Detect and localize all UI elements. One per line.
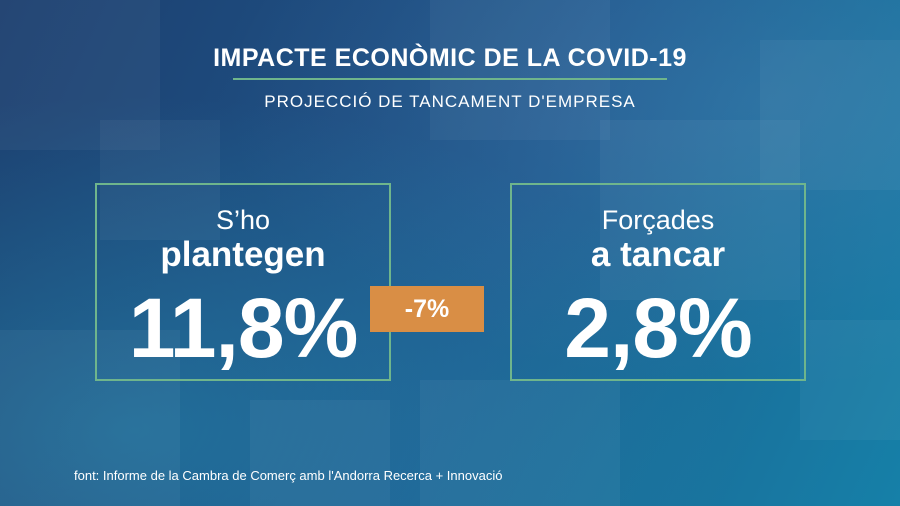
decorative-square	[760, 40, 900, 190]
stat-card-label-line2: plantegen	[160, 235, 326, 274]
stat-card-considering: S’ho plantegen 11,8%	[95, 183, 391, 381]
stat-card-label-line1: S’ho	[215, 205, 271, 235]
decorative-square	[420, 380, 620, 506]
page-title: IMPACTE ECONÒMIC DE LA COVID-19	[213, 44, 687, 72]
decorative-square	[250, 400, 390, 506]
decorative-square	[100, 120, 220, 240]
source-note: font: Informe de la Cambra de Comerç amb…	[74, 468, 503, 483]
stat-card-value: 11,8%	[128, 281, 359, 375]
stat-card-forced-to-close: Forçades a tancar 2,8%	[510, 183, 806, 381]
title-underline	[233, 78, 667, 80]
stat-card-label-line1: Forçades	[601, 205, 715, 235]
difference-badge: -7%	[370, 286, 484, 332]
stat-card-value: 2,8%	[564, 281, 752, 375]
decorative-square	[0, 0, 160, 150]
decorative-square	[430, 0, 610, 140]
decorative-square	[800, 320, 900, 440]
decorative-square	[0, 330, 180, 506]
page-subtitle: PROJECCIÓ DE TANCAMENT D'EMPRESA	[264, 92, 636, 111]
decorative-square	[600, 120, 800, 300]
stat-card-label-line2: a tancar	[590, 235, 726, 274]
